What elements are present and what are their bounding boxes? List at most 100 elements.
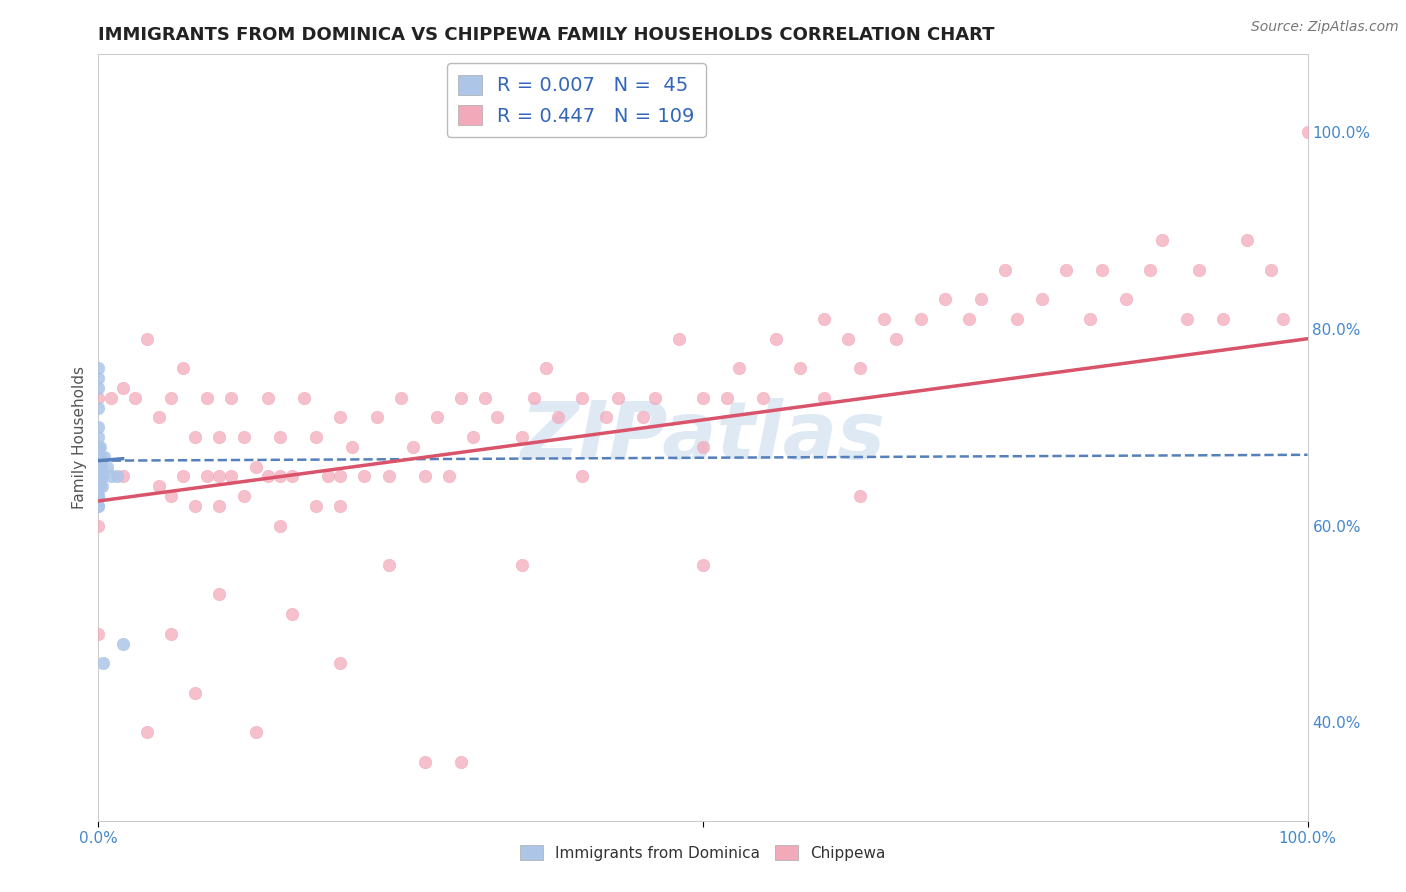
Point [87,420,110,434]
Point [87,371,110,385]
Text: ZIPatlas: ZIPatlas [520,398,886,476]
Point [305,430,328,444]
Point [607,391,630,405]
Point [668,332,690,346]
Point [728,361,751,376]
Point [87,450,110,464]
Point [87,401,110,415]
Point [135,725,157,739]
Point [87,430,110,444]
Point [450,391,472,405]
Point [208,499,231,513]
Point [281,469,304,483]
Point [195,469,218,483]
Point [172,469,194,483]
Point [100,391,122,405]
Point [87,381,110,395]
Point [184,686,207,700]
Point [1091,263,1114,277]
Point [752,391,775,405]
Point [208,430,231,444]
Point [91,479,114,493]
Text: IMMIGRANTS FROM DOMINICA VS CHIPPEWA FAMILY HOUSEHOLDS CORRELATION CHART: IMMIGRANTS FROM DOMINICA VS CHIPPEWA FAM… [98,26,995,44]
Point [463,430,485,444]
Point [221,469,243,483]
Point [87,469,110,483]
Point [281,607,304,621]
Point [87,459,110,474]
Point [221,391,243,405]
Point [329,410,352,425]
Point [595,410,617,425]
Point [87,440,110,454]
Point [413,755,436,769]
Point [87,440,110,454]
Point [342,440,364,454]
Point [90,450,112,464]
Point [93,450,115,464]
Point [534,361,557,376]
Point [269,518,291,533]
Point [353,469,375,483]
Point [957,312,980,326]
Point [692,391,714,405]
Point [160,627,183,641]
Point [316,469,339,483]
Point [208,469,231,483]
Point [377,558,399,572]
Point [1188,263,1211,277]
Point [87,489,110,503]
Point [510,430,533,444]
Point [813,312,835,326]
Point [402,440,425,454]
Point [135,332,157,346]
Point [256,469,278,483]
Point [87,499,110,513]
Point [571,469,593,483]
Point [148,410,170,425]
Point [148,479,170,493]
Point [910,312,932,326]
Point [1139,263,1161,277]
Point [547,410,569,425]
Point [184,499,207,513]
Point [91,657,114,671]
Point [837,332,859,346]
Point [87,499,110,513]
Point [100,469,122,483]
Point [1152,233,1174,247]
Y-axis label: Family Households: Family Households [72,366,87,508]
Point [305,499,328,513]
Point [124,391,146,405]
Point [486,410,509,425]
Point [1175,312,1198,326]
Point [87,450,110,464]
Point [87,450,110,464]
Point [208,587,231,601]
Point [232,430,254,444]
Point [1212,312,1234,326]
Point [87,469,110,483]
Point [994,263,1017,277]
Point [510,558,533,572]
Point [849,489,872,503]
Point [160,489,183,503]
Point [245,725,267,739]
Point [87,489,110,503]
Point [89,479,111,493]
Point [87,479,110,493]
Point [1296,125,1319,139]
Point [692,558,714,572]
Point [571,391,593,405]
Point [1260,263,1282,277]
Point [160,391,183,405]
Point [970,293,993,307]
Point [716,391,738,405]
Point [87,479,110,493]
Point [87,361,110,376]
Point [849,361,872,376]
Point [329,499,352,513]
Point [1236,233,1258,247]
Point [87,479,110,493]
Text: Source: ZipAtlas.com: Source: ZipAtlas.com [1251,20,1399,34]
